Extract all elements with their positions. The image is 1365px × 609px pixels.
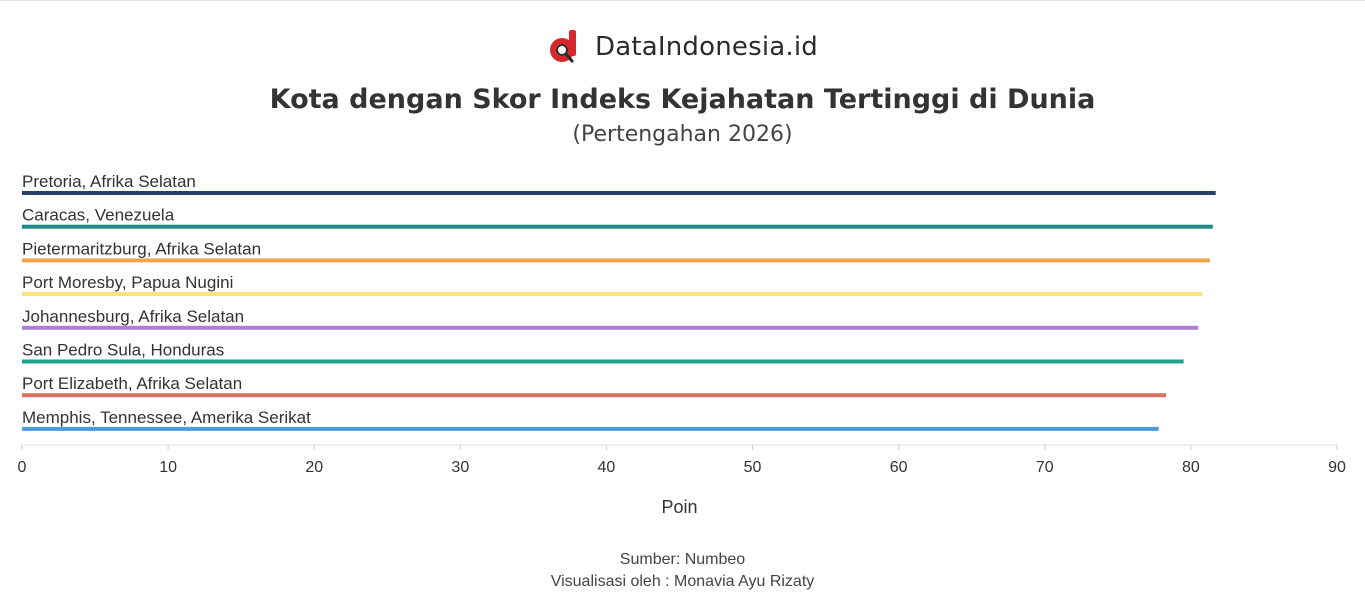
bar-label: Memphis, Tennessee, Amerika Serikat: [22, 408, 311, 427]
bar: [22, 359, 1184, 364]
x-tick-label: 40: [598, 459, 616, 476]
x-tick-label: 60: [890, 459, 908, 476]
bar-label: San Pedro Sula, Honduras: [22, 341, 224, 360]
bar: [22, 292, 1203, 297]
bar: [22, 258, 1210, 263]
bar: [22, 426, 1159, 431]
x-tick-label: 70: [1036, 459, 1054, 476]
x-axis-title: Poin: [661, 497, 697, 517]
bar-chart: Pretoria, Afrika Selatan Caracas, Venezue…: [18, 172, 1346, 517]
top-divider: [0, 0, 1365, 1]
bar-label: Johannesburg, Afrika Selatan: [22, 307, 244, 326]
bar: [22, 224, 1213, 229]
x-tick-label: 0: [18, 459, 27, 476]
bar: [22, 325, 1199, 330]
bar: [22, 393, 1167, 398]
x-axis: 0 10 20 30 40 50 60 70 80 90 Poin: [18, 444, 1346, 517]
dataindonesia-logo-icon: [549, 30, 576, 63]
bars-group: Pretoria, Afrika Selatan Caracas, Venezue…: [22, 172, 1216, 431]
x-tick-label: 10: [159, 459, 177, 476]
bar-label: Pietermaritzburg, Afrika Selatan: [22, 239, 261, 258]
bar-label: Pretoria, Afrika Selatan: [22, 172, 196, 191]
brand-header: DataIndonesia.id: [0, 28, 1365, 66]
x-tick-label: 50: [744, 459, 762, 476]
bar: [22, 191, 1216, 195]
x-tick-label: 90: [1328, 459, 1346, 476]
credit-note: Visualisasi oleh : Monavia Ayu Rizaty: [550, 573, 815, 590]
source-note: Sumber: Numbeo: [619, 551, 746, 568]
x-tick-label: 20: [305, 459, 323, 476]
bar-label: Port Moresby, Papua Nugini: [22, 273, 233, 292]
x-tick-label: 80: [1182, 459, 1200, 476]
bar-label: Caracas, Venezuela: [22, 206, 175, 225]
x-tick-label: 30: [451, 459, 469, 476]
chart-title: Kota dengan Skor Indeks Kejahatan Tertin…: [269, 84, 1096, 115]
bar-label: Port Elizabeth, Afrika Selatan: [22, 374, 242, 393]
chart-subtitle: (Pertengahan 2026): [572, 122, 793, 147]
brand-name: DataIndonesia.id: [594, 32, 818, 62]
